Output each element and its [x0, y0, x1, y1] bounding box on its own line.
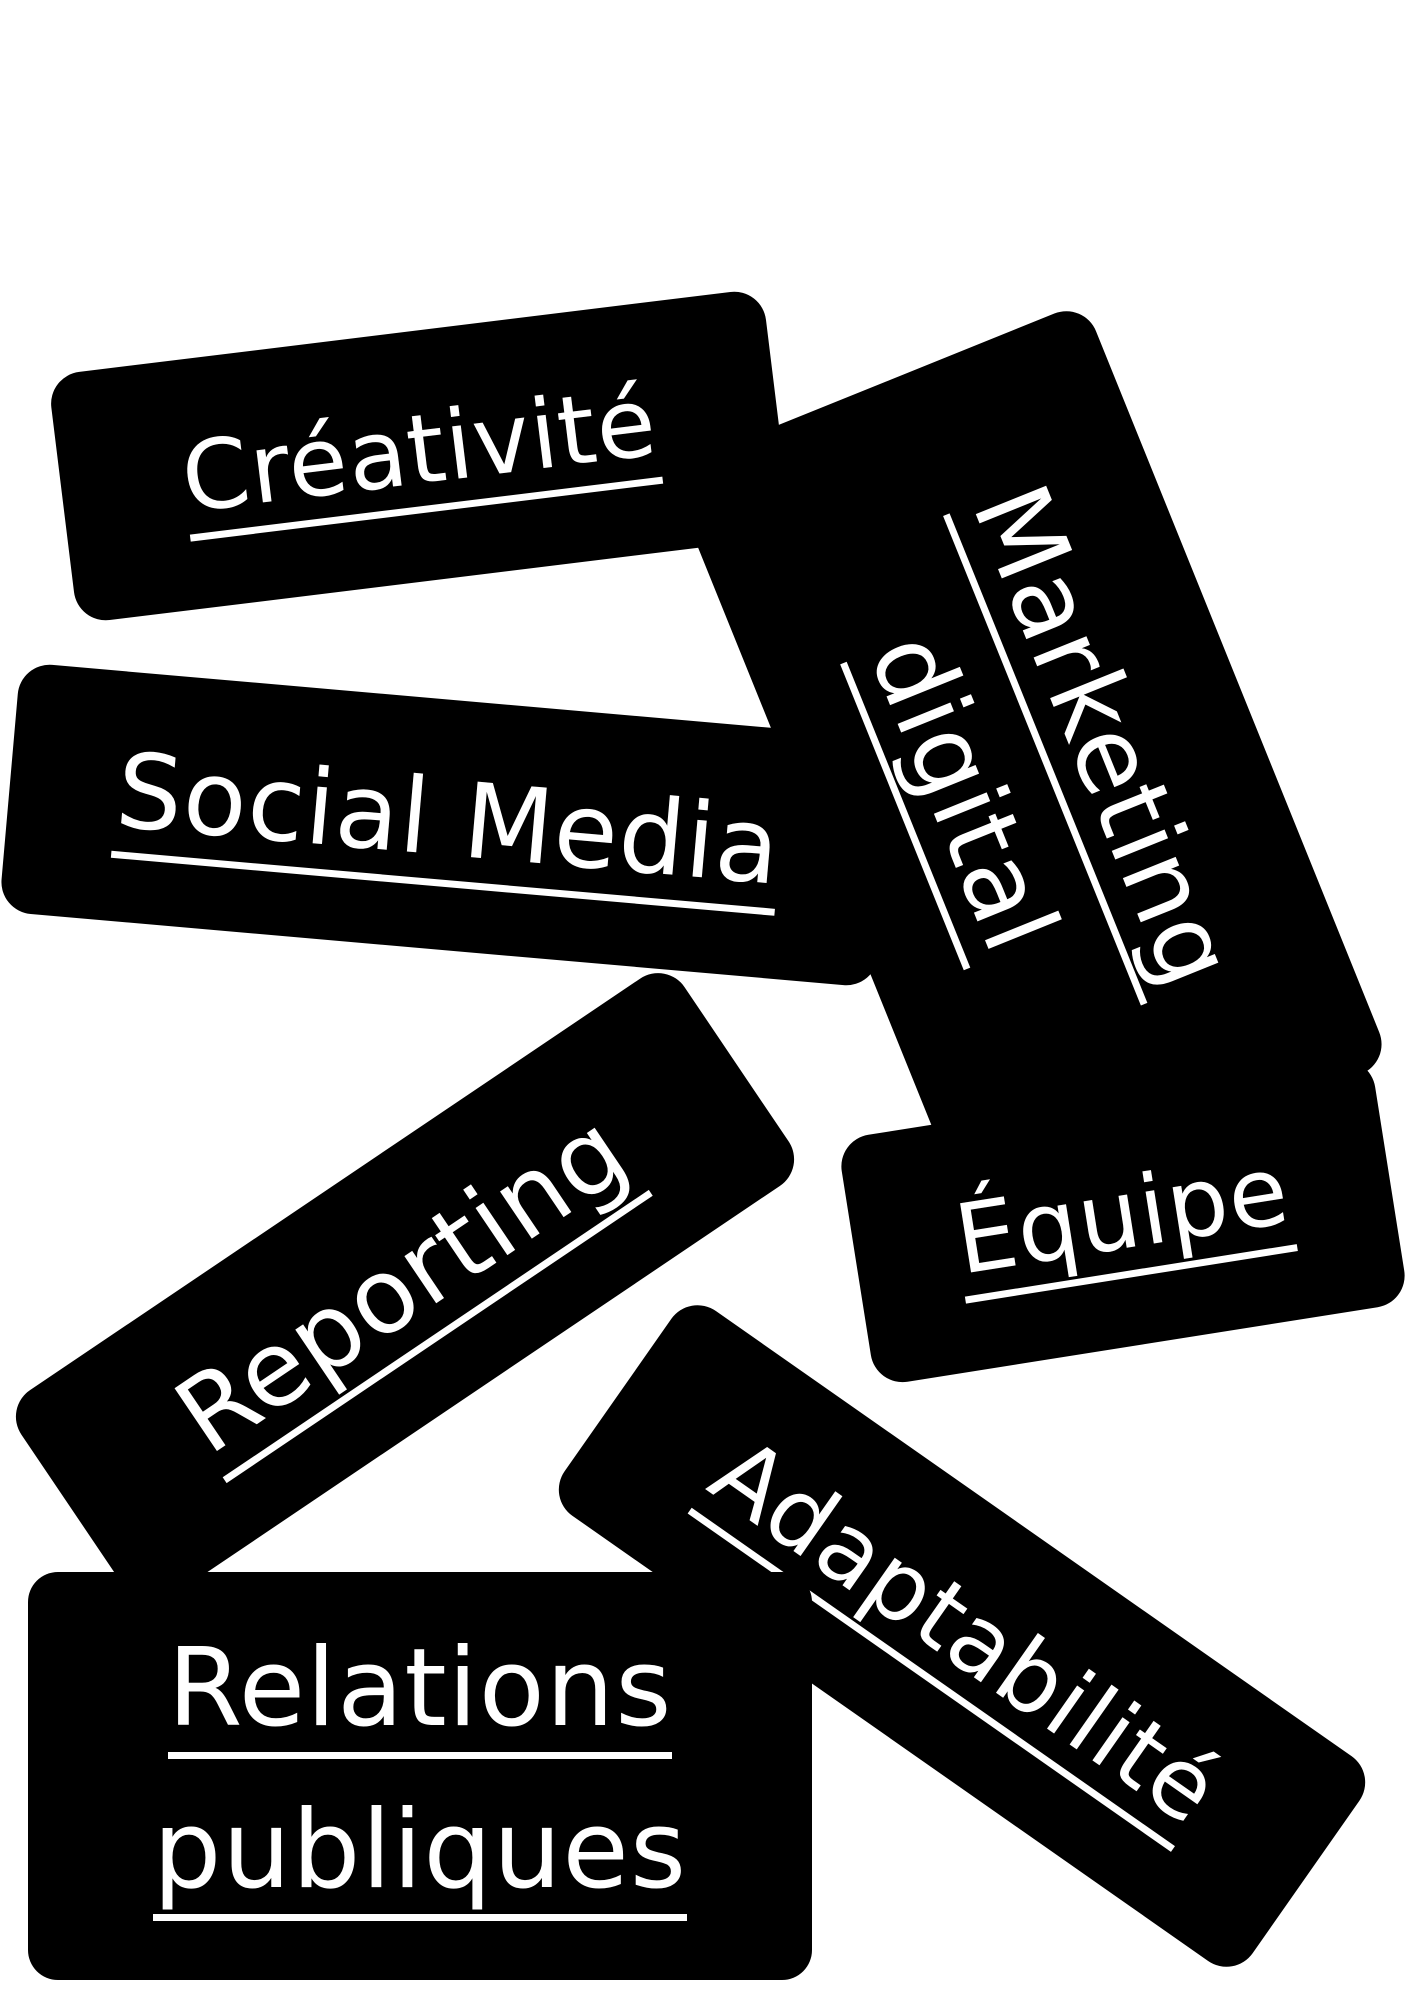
tag-social-media-label: Social Media [111, 730, 785, 916]
tag-relations-publiques: Relations publiques [28, 1572, 812, 1980]
tag-social-media: Social Media [0, 662, 898, 988]
tag-equipe-label: Équipe [948, 1133, 1298, 1304]
tag-reporting-label: Reporting [154, 1089, 653, 1483]
tag-creativite: Créativité [47, 288, 793, 624]
tag-relations-line1: Relations [167, 1631, 673, 1759]
tag-creativite-label: Créativité [176, 365, 664, 542]
tag-relations-line2: publiques [152, 1792, 688, 1921]
